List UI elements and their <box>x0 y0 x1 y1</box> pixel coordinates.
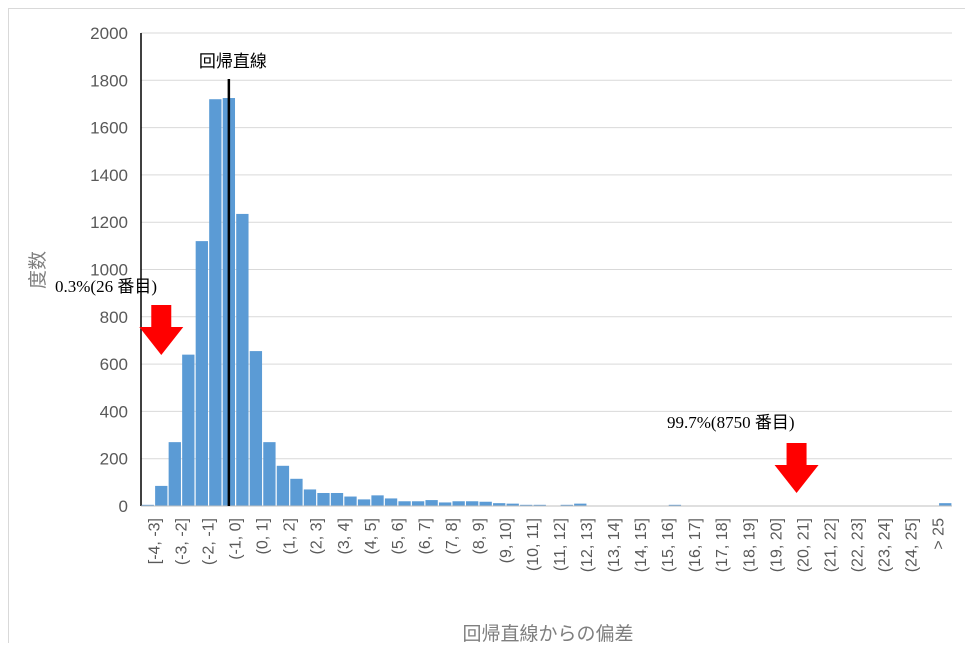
histogram-bar <box>330 492 344 506</box>
histogram-bar <box>263 442 276 506</box>
x-tick-label: (20, 21] <box>795 518 812 572</box>
annotation-arrow <box>139 305 184 355</box>
x-tick-label: (12, 13] <box>579 518 596 572</box>
y-tick-label: 2000 <box>90 24 128 43</box>
x-tick-label: (-3, -2] <box>174 518 191 565</box>
x-axis-title: 回帰直線からの偏差 <box>462 623 633 645</box>
x-tick-label: (0, 1] <box>255 518 272 554</box>
x-tick-label: (24, 25] <box>903 518 920 572</box>
histogram-bar <box>303 489 317 506</box>
x-tick-label: (7, 8] <box>444 518 461 554</box>
x-tick-label: (4, 5] <box>363 518 380 554</box>
x-tick-label: (14, 15] <box>633 518 650 572</box>
x-tick-label: (22, 23] <box>849 518 866 572</box>
x-tick-label: (23, 24] <box>876 518 893 572</box>
annotation-label: 99.7%(8750 番目) <box>667 413 794 432</box>
x-tick-label: (18, 19] <box>741 518 758 572</box>
x-tick-label: (16, 17] <box>687 518 704 572</box>
annotation-arrow <box>774 443 819 493</box>
y-tick-label: 400 <box>100 402 128 421</box>
histogram-bar <box>155 485 168 506</box>
regression-line-label: 回帰直線 <box>199 52 267 71</box>
histogram-bar <box>141 504 154 506</box>
y-axis-title: 度数 <box>27 251 49 289</box>
annotations: 0.3%(26 番目) 99.7%(8750 番目) <box>55 277 819 493</box>
gridlines <box>141 32 952 460</box>
histogram-bar <box>398 501 411 506</box>
histogram-bar <box>317 492 330 506</box>
y-tick-label: 1800 <box>90 71 128 90</box>
x-tick-label: (-2, -1] <box>201 518 218 565</box>
histogram-bar <box>371 495 384 506</box>
x-tick-label: (19, 20] <box>768 518 785 572</box>
histogram-bar <box>574 503 587 506</box>
x-tick-label: (11, 12] <box>552 518 569 571</box>
x-tick-label: (-1, 0] <box>228 518 245 560</box>
y-tick-label: 1200 <box>90 213 128 232</box>
histogram-bar <box>276 465 290 506</box>
histogram-bar <box>668 504 682 506</box>
y-tick-label: 600 <box>100 355 128 374</box>
histogram-bar <box>209 99 222 506</box>
bars <box>141 98 952 507</box>
histogram-bar <box>357 499 371 506</box>
y-tick-label: 800 <box>100 308 128 327</box>
annotation-label: 0.3%(26 番目) <box>55 277 157 296</box>
histogram-bar <box>249 351 263 506</box>
x-tick-label: (9, 10] <box>498 518 515 563</box>
histogram-bar <box>533 504 546 506</box>
y-tick-label: 1000 <box>90 261 128 280</box>
histogram-bar <box>411 501 425 506</box>
histogram-bar <box>384 498 398 506</box>
x-tick-label: (8, 9] <box>471 518 488 554</box>
histogram-bar <box>466 501 479 506</box>
histogram-bar <box>182 354 195 506</box>
x-tick-label: > 25 <box>930 518 947 550</box>
x-tick-label: (5, 6] <box>390 518 407 554</box>
histogram-bar <box>168 442 181 506</box>
histogram-bar <box>236 213 249 507</box>
histogram-bar <box>520 504 533 506</box>
histogram-bar <box>438 502 452 506</box>
histogram-bar <box>425 500 438 506</box>
histogram-bar <box>560 504 573 506</box>
x-tick-labels: [-4, -3] (-3, -2] (-2, -1] (-1, 0] (0, 1] (1,… <box>147 518 948 572</box>
x-tick-label: (13, 14] <box>606 518 623 572</box>
x-tick-label: (10, 11] <box>525 518 542 571</box>
histogram-bar <box>479 501 492 506</box>
histogram-bar <box>290 478 303 506</box>
y-tick-label: 0 <box>119 497 128 516</box>
x-tick-label: (17, 18] <box>714 518 731 572</box>
histogram-bar <box>344 496 357 506</box>
x-tick-label: (6, 7] <box>417 518 434 554</box>
y-tick-labels: 0 200 400 600 800 1000 1200 1400 1600 1800 2000 <box>90 24 128 516</box>
y-tick-label: 200 <box>100 450 128 469</box>
y-tick-label: 1400 <box>90 166 128 185</box>
chart-frame <box>8 8 965 643</box>
histogram-bar <box>939 503 952 506</box>
histogram-bar <box>195 241 208 506</box>
histogram-bar <box>506 503 519 506</box>
x-tick-label: (1, 2] <box>282 518 299 554</box>
histogram-bar <box>452 501 465 506</box>
x-tick-label: (3, 4] <box>336 518 353 554</box>
x-tick-label: (21, 22] <box>822 518 839 572</box>
x-tick-label: (2, 3] <box>309 518 326 554</box>
histogram-bar <box>493 503 506 506</box>
y-tick-label: 1600 <box>90 119 128 138</box>
x-tick-label: [-4, -3] <box>147 518 164 564</box>
x-tick-label: (15, 16] <box>660 518 677 572</box>
